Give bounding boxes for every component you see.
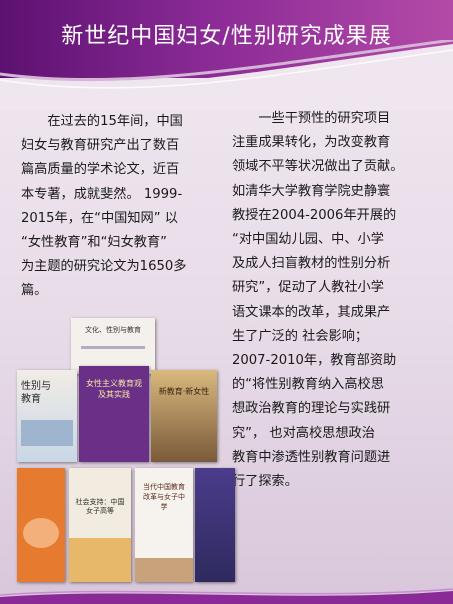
right-paragraph: 一些干预性的研究项目 注重成果转化，为改变教育 领域不平等状况做出了贡献。 如清…	[232, 107, 434, 494]
text-line: 为主题的研究论文为1650多	[21, 259, 187, 275]
text-line: 篇高质量的学术论文，近百	[21, 162, 180, 178]
text-line: 及成人扫盲教材的性别分析	[232, 256, 391, 272]
text-line: 行了探索。	[232, 474, 298, 490]
text-line: 本专著，成就斐然。 1999-	[21, 186, 183, 202]
book-cover: 新教育·新女性	[151, 370, 217, 462]
book-title: 社会支持：中国女子高等	[75, 498, 125, 515]
book-title: 新教育·新女性	[158, 387, 210, 396]
text-line: 的“将性别教育纳入高校思	[232, 377, 384, 393]
book-cover: 社会支持：中国女子高等	[69, 468, 131, 582]
text-line: 究”， 也对高校思想政治	[232, 425, 375, 441]
book-cover: 女性主义教育观及其实践	[79, 366, 149, 462]
page-title: 新世纪中国妇女/性别研究成果展	[61, 24, 392, 49]
text-line: 领域不平等状况做出了贡献。	[232, 159, 404, 175]
book-title: 性别与教育	[21, 381, 51, 405]
text-line: 研究”，促动了人教社小学	[232, 280, 384, 296]
book-cover: 当代中国教育改革与女子中学	[135, 468, 193, 582]
header-wave-decoration	[0, 40, 453, 110]
left-paragraph: 在过去的15年间，中国 妇女与教育研究产出了数百 篇高质量的学术论文，近百 本专…	[21, 110, 219, 304]
text-line: 在过去的15年间，中国	[21, 114, 183, 129]
text-line: 教育中渗透性别教育问题进	[232, 449, 391, 465]
book-cover	[195, 468, 235, 582]
book-title: 女性主义教育观及其实践	[86, 379, 142, 399]
text-line: 妇女与教育研究产出了数百	[21, 138, 180, 154]
text-line: 注重成果转化，为改变教育	[232, 135, 391, 151]
book-cover: 文化、性别与教育	[71, 318, 155, 374]
text-line: 想政治教育的理论与实践研	[232, 401, 391, 417]
book-covers-collage: 文化、性别与教育 性别与教育 女性主义教育观及其实践 新教育·新女性 社会支持：…	[17, 318, 235, 586]
text-line: 篇。	[21, 283, 48, 299]
text-line: “女性教育”和“妇女教育”	[21, 235, 168, 251]
text-line: 语文课本的改革，其成果产	[232, 304, 391, 320]
text-line: 2015年，在“中国知网” 以	[21, 210, 178, 226]
text-line: 一些干预性的研究项目	[232, 111, 391, 126]
text-line: 教授在2004-2006年开展的	[232, 207, 397, 223]
text-line: 如清华大学教育学院史静寰	[232, 183, 391, 199]
text-line: “对中国幼儿园、中、小学	[232, 232, 384, 248]
book-cover: 性别与教育	[17, 370, 77, 462]
text-line: 2007-2010年，教育部资助	[232, 353, 397, 369]
book-cover	[17, 468, 65, 582]
bottom-wave-decoration	[0, 588, 453, 604]
text-line: 生了广泛的 社会影响；	[232, 328, 369, 344]
book-title: 文化、性别与教育	[85, 326, 141, 334]
book-title: 当代中国教育改革与女子中学	[143, 483, 185, 511]
